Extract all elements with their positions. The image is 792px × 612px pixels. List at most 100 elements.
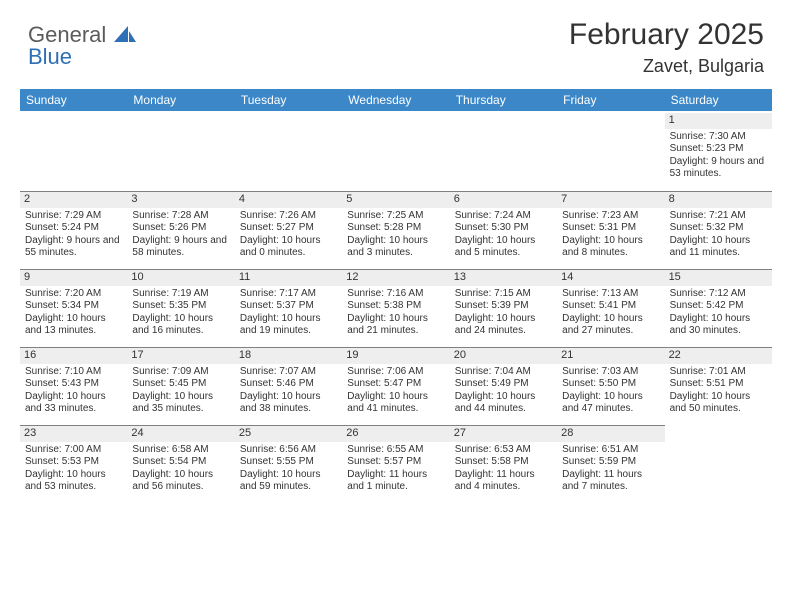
calendar-cell: 2 Sunrise: 7:29 AMSunset: 5:24 PMDaylight… bbox=[20, 189, 127, 267]
calendar-cell: 4Sunrise: 7:26 AMSunset: 5:27 PMDaylight… bbox=[235, 189, 342, 267]
weekday-thu: Thursday bbox=[450, 89, 557, 111]
cell-details: Sunrise: 6:51 AMSunset: 5:59 PMDaylight:… bbox=[561, 444, 660, 494]
calendar-cell: 18 Sunrise: 7:07 AMSunset: 5:46 PMDayligh… bbox=[235, 345, 342, 423]
calendar-cell: 20 Sunrise: 7:04 AMSunset: 5:49 PMDayligh… bbox=[450, 345, 557, 423]
weekday-mon: Monday bbox=[127, 89, 234, 111]
cell-details: Sunrise: 7:15 AMSunset: 5:39 PMDaylight:… bbox=[454, 288, 553, 338]
calendar-week: ......1Sunrise: 7:30 AMSunset: 5:23 PMDa… bbox=[20, 111, 772, 189]
date-number: 24 bbox=[127, 425, 234, 442]
calendar-cell: 14Sunrise: 7:13 AMSunset: 5:41 PMDayligh… bbox=[557, 267, 664, 345]
date-number: 17 bbox=[127, 347, 234, 364]
date-number: 15 bbox=[665, 269, 772, 286]
date-number: 18 bbox=[235, 347, 342, 364]
cell-details: Sunrise: 7:16 AMSunset: 5:38 PMDaylight:… bbox=[346, 288, 445, 338]
calendar-cell: . bbox=[450, 111, 557, 189]
date-number: 12 bbox=[342, 269, 449, 286]
date-number: 16 bbox=[20, 347, 127, 364]
weekday-header: Sunday Monday Tuesday Wednesday Thursday… bbox=[20, 89, 772, 111]
calendar: Sunday Monday Tuesday Wednesday Thursday… bbox=[20, 89, 772, 501]
cell-details: Sunrise: 7:04 AMSunset: 5:49 PMDaylight:… bbox=[454, 366, 553, 416]
calendar-cell: . bbox=[127, 111, 234, 189]
date-number: 23 bbox=[20, 425, 127, 442]
cell-details: Sunrise: 7:23 AMSunset: 5:31 PMDaylight:… bbox=[561, 210, 660, 260]
calendar-week: 9 Sunrise: 7:20 AMSunset: 5:34 PMDaylight… bbox=[20, 267, 772, 345]
cell-details: Sunrise: 7:19 AMSunset: 5:35 PMDaylight:… bbox=[131, 288, 230, 338]
calendar-cell: 3Sunrise: 7:28 AMSunset: 5:26 PMDaylight… bbox=[127, 189, 234, 267]
date-number: 9 bbox=[20, 269, 127, 286]
date-number: 6 bbox=[450, 191, 557, 208]
date-number: 25 bbox=[235, 425, 342, 442]
calendar-cell: 13 Sunrise: 7:15 AMSunset: 5:39 PMDayligh… bbox=[450, 267, 557, 345]
calendar-week: 16Sunrise: 7:10 AMSunset: 5:43 PMDayligh… bbox=[20, 345, 772, 423]
date-number: 20 bbox=[450, 347, 557, 364]
date-number: 14 bbox=[557, 269, 664, 286]
date-number: 1 bbox=[665, 113, 772, 129]
calendar-cell: 9 Sunrise: 7:20 AMSunset: 5:34 PMDaylight… bbox=[20, 267, 127, 345]
calendar-cell: 16Sunrise: 7:10 AMSunset: 5:43 PMDayligh… bbox=[20, 345, 127, 423]
cell-details: Sunrise: 7:17 AMSunset: 5:37 PMDaylight:… bbox=[239, 288, 338, 338]
calendar-cell: . bbox=[235, 111, 342, 189]
weekday-fri: Friday bbox=[557, 89, 664, 111]
calendar-cell: 8 Sunrise: 7:21 AMSunset: 5:32 PMDaylight… bbox=[665, 189, 772, 267]
date-number: 19 bbox=[342, 347, 449, 364]
logo-text: General Blue bbox=[28, 24, 136, 68]
calendar-week: 23 Sunrise: 7:00 AMSunset: 5:53 PMDayligh… bbox=[20, 423, 772, 501]
logo-word2: Blue bbox=[28, 44, 72, 69]
calendar-cell: . bbox=[557, 111, 664, 189]
cell-details: Sunrise: 7:29 AMSunset: 5:24 PMDaylight:… bbox=[24, 210, 123, 260]
calendar-cell: 6 Sunrise: 7:24 AMSunset: 5:30 PMDaylight… bbox=[450, 189, 557, 267]
weekday-wed: Wednesday bbox=[342, 89, 449, 111]
calendar-cell: . bbox=[20, 111, 127, 189]
calendar-cell: 17 Sunrise: 7:09 AMSunset: 5:45 PMDayligh… bbox=[127, 345, 234, 423]
cell-details: Sunrise: 7:26 AMSunset: 5:27 PMDaylight:… bbox=[239, 210, 338, 260]
date-number: 13 bbox=[450, 269, 557, 286]
date-number: 3 bbox=[127, 191, 234, 208]
date-number: 22 bbox=[665, 347, 772, 364]
calendar-cell: 24Sunrise: 6:58 AMSunset: 5:54 PMDayligh… bbox=[127, 423, 234, 501]
date-number: 21 bbox=[557, 347, 664, 364]
cell-details: Sunrise: 6:55 AMSunset: 5:57 PMDaylight:… bbox=[346, 444, 445, 494]
cell-details: Sunrise: 7:20 AMSunset: 5:34 PMDaylight:… bbox=[24, 288, 123, 338]
cell-details: Sunrise: 7:03 AMSunset: 5:50 PMDaylight:… bbox=[561, 366, 660, 416]
month-title: February 2025 bbox=[569, 18, 764, 52]
calendar-cell: 19 Sunrise: 7:06 AMSunset: 5:47 PMDayligh… bbox=[342, 345, 449, 423]
calendar-cell: 11Sunrise: 7:17 AMSunset: 5:37 PMDayligh… bbox=[235, 267, 342, 345]
cell-details: Sunrise: 7:12 AMSunset: 5:42 PMDaylight:… bbox=[669, 288, 768, 338]
cell-details: Sunrise: 7:24 AMSunset: 5:30 PMDaylight:… bbox=[454, 210, 553, 260]
cell-details: Sunrise: 6:53 AMSunset: 5:58 PMDaylight:… bbox=[454, 444, 553, 494]
cell-details: Sunrise: 7:09 AMSunset: 5:45 PMDaylight:… bbox=[131, 366, 230, 416]
calendar-cell: 26 Sunrise: 6:55 AMSunset: 5:57 PMDayligh… bbox=[342, 423, 449, 501]
cell-details: Sunrise: 7:30 AMSunset: 5:23 PMDaylight:… bbox=[669, 131, 768, 181]
date-number: 28 bbox=[557, 425, 664, 442]
title-block: February 2025 Zavet, Bulgaria bbox=[569, 18, 764, 77]
cell-details: Sunrise: 7:01 AMSunset: 5:51 PMDaylight:… bbox=[669, 366, 768, 416]
date-number: 10 bbox=[127, 269, 234, 286]
weekday-tue: Tuesday bbox=[235, 89, 342, 111]
calendar-cell: 25 Sunrise: 6:56 AMSunset: 5:55 PMDayligh… bbox=[235, 423, 342, 501]
date-number: 26 bbox=[342, 425, 449, 442]
calendar-cell: . bbox=[342, 111, 449, 189]
calendar-cell: 21 Sunrise: 7:03 AMSunset: 5:50 PMDayligh… bbox=[557, 345, 664, 423]
calendar-week: 2 Sunrise: 7:29 AMSunset: 5:24 PMDaylight… bbox=[20, 189, 772, 267]
cell-details: Sunrise: 7:00 AMSunset: 5:53 PMDaylight:… bbox=[24, 444, 123, 494]
calendar-cell: . bbox=[665, 423, 772, 501]
weekday-sun: Sunday bbox=[20, 89, 127, 111]
date-number: 7 bbox=[557, 191, 664, 208]
cell-details: Sunrise: 7:21 AMSunset: 5:32 PMDaylight:… bbox=[669, 210, 768, 260]
calendar-cell: 5Sunrise: 7:25 AMSunset: 5:28 PMDaylight… bbox=[342, 189, 449, 267]
calendar-cell: 12 Sunrise: 7:16 AMSunset: 5:38 PMDayligh… bbox=[342, 267, 449, 345]
calendar-cell: 1 Sunrise: 7:30 AMSunset: 5:23 PMDaylight… bbox=[665, 111, 772, 189]
calendar-cell: 22 Sunrise: 7:01 AMSunset: 5:51 PMDayligh… bbox=[665, 345, 772, 423]
date-number: 8 bbox=[665, 191, 772, 208]
calendar-cell: 27Sunrise: 6:53 AMSunset: 5:58 PMDayligh… bbox=[450, 423, 557, 501]
cell-details: Sunrise: 7:07 AMSunset: 5:46 PMDaylight:… bbox=[239, 366, 338, 416]
calendar-cell: 10 Sunrise: 7:19 AMSunset: 5:35 PMDayligh… bbox=[127, 267, 234, 345]
cell-details: Sunrise: 6:56 AMSunset: 5:55 PMDaylight:… bbox=[239, 444, 338, 494]
cell-details: Sunrise: 7:06 AMSunset: 5:47 PMDaylight:… bbox=[346, 366, 445, 416]
location: Zavet, Bulgaria bbox=[569, 56, 764, 77]
weeks-container: ......1Sunrise: 7:30 AMSunset: 5:23 PMDa… bbox=[20, 111, 772, 501]
calendar-cell: 28 Sunrise: 6:51 AMSunset: 5:59 PMDayligh… bbox=[557, 423, 664, 501]
date-number: 2 bbox=[20, 191, 127, 208]
header: General Blue February 2025 Zavet, Bulgar… bbox=[0, 0, 792, 81]
cell-details: Sunrise: 7:25 AMSunset: 5:28 PMDaylight:… bbox=[346, 210, 445, 260]
